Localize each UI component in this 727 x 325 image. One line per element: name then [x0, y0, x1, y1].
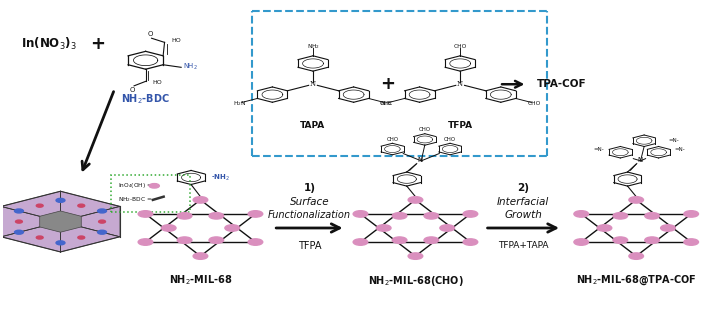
Circle shape	[597, 225, 611, 231]
Circle shape	[78, 204, 84, 207]
Circle shape	[248, 211, 262, 217]
Circle shape	[661, 225, 675, 231]
Text: NH$_2$-MIL-68: NH$_2$-MIL-68	[169, 274, 232, 288]
Polygon shape	[60, 222, 120, 252]
Text: Surface: Surface	[289, 197, 329, 207]
Circle shape	[440, 225, 454, 231]
Text: NH$_2$-MIL-68(CHO): NH$_2$-MIL-68(CHO)	[368, 274, 463, 288]
Text: NH$_2$-BDC =: NH$_2$-BDC =	[119, 195, 153, 204]
Text: Growth: Growth	[505, 210, 542, 220]
Circle shape	[463, 211, 478, 217]
Text: TFPA: TFPA	[448, 121, 473, 130]
Circle shape	[684, 239, 699, 245]
Text: +: +	[90, 35, 105, 53]
Text: InO$_4$(OH) =: InO$_4$(OH) =	[119, 181, 153, 190]
Circle shape	[408, 197, 422, 203]
Circle shape	[97, 230, 106, 234]
Circle shape	[56, 241, 65, 245]
Text: HO: HO	[153, 81, 163, 85]
Polygon shape	[60, 191, 120, 222]
Polygon shape	[60, 206, 120, 237]
Text: CHO: CHO	[454, 44, 467, 49]
Text: HO: HO	[172, 38, 182, 43]
Circle shape	[353, 211, 368, 217]
Text: TFPA+TAPA: TFPA+TAPA	[498, 241, 549, 250]
Text: =N-: =N-	[593, 147, 604, 152]
Text: TAPA: TAPA	[300, 121, 326, 130]
Circle shape	[138, 239, 153, 245]
Polygon shape	[1, 191, 60, 222]
Circle shape	[225, 225, 239, 231]
Text: N: N	[457, 80, 463, 88]
Circle shape	[377, 225, 391, 231]
Text: +: +	[380, 75, 395, 93]
Circle shape	[424, 213, 438, 219]
Circle shape	[138, 211, 153, 217]
Circle shape	[56, 198, 65, 202]
Circle shape	[177, 237, 192, 243]
Circle shape	[645, 213, 659, 219]
Circle shape	[463, 239, 478, 245]
Polygon shape	[40, 211, 81, 232]
Polygon shape	[1, 206, 60, 237]
Text: TFPA: TFPA	[297, 241, 321, 251]
Text: NH$_2$-MIL-68@TPA-COF: NH$_2$-MIL-68@TPA-COF	[576, 274, 696, 287]
Circle shape	[209, 237, 224, 243]
Circle shape	[353, 239, 368, 245]
Circle shape	[193, 253, 208, 259]
Circle shape	[36, 236, 43, 239]
Text: CHO: CHO	[419, 127, 431, 132]
Circle shape	[393, 213, 407, 219]
Text: =N-: =N-	[668, 138, 679, 143]
Circle shape	[645, 237, 659, 243]
Circle shape	[209, 213, 224, 219]
Text: N: N	[417, 157, 422, 163]
Text: Interfacial: Interfacial	[497, 197, 550, 207]
Circle shape	[15, 220, 23, 223]
Text: N: N	[638, 157, 643, 163]
Text: CHO: CHO	[444, 137, 456, 142]
Circle shape	[177, 213, 192, 219]
Circle shape	[408, 253, 422, 259]
Text: =N-: =N-	[675, 147, 686, 152]
Circle shape	[99, 220, 105, 223]
Text: -NH$_2$: -NH$_2$	[211, 172, 230, 183]
Text: CHO: CHO	[386, 137, 398, 142]
Text: NH$_2$: NH$_2$	[380, 98, 393, 108]
Text: Functionalization: Functionalization	[268, 210, 351, 220]
Circle shape	[424, 237, 438, 243]
Circle shape	[36, 204, 43, 207]
Text: 2): 2)	[518, 183, 529, 193]
Text: NH$_2$: NH$_2$	[182, 62, 198, 72]
Text: NH$_2$-BDC: NH$_2$-BDC	[121, 92, 170, 106]
Circle shape	[15, 209, 23, 213]
Circle shape	[629, 253, 643, 259]
Circle shape	[161, 225, 176, 231]
Circle shape	[78, 236, 84, 239]
Text: N: N	[310, 80, 316, 88]
Circle shape	[97, 209, 106, 213]
Circle shape	[574, 239, 589, 245]
Circle shape	[613, 237, 627, 243]
Circle shape	[193, 197, 208, 203]
Circle shape	[684, 211, 699, 217]
Text: NH$_2$: NH$_2$	[307, 42, 319, 51]
Circle shape	[15, 230, 23, 234]
Circle shape	[248, 239, 262, 245]
Circle shape	[574, 211, 589, 217]
Circle shape	[149, 184, 159, 188]
Text: O: O	[148, 31, 153, 37]
Text: OHC: OHC	[379, 100, 393, 106]
Text: O: O	[130, 87, 135, 93]
Text: 1): 1)	[303, 183, 316, 193]
Circle shape	[629, 197, 643, 203]
Circle shape	[613, 213, 627, 219]
Text: In(NO$_3$)$_3$: In(NO$_3$)$_3$	[21, 36, 76, 52]
Text: TPA-COF: TPA-COF	[537, 79, 586, 89]
Text: H$_2$N: H$_2$N	[233, 98, 246, 108]
Circle shape	[393, 237, 407, 243]
Polygon shape	[1, 222, 60, 252]
Text: CHO: CHO	[527, 100, 540, 106]
